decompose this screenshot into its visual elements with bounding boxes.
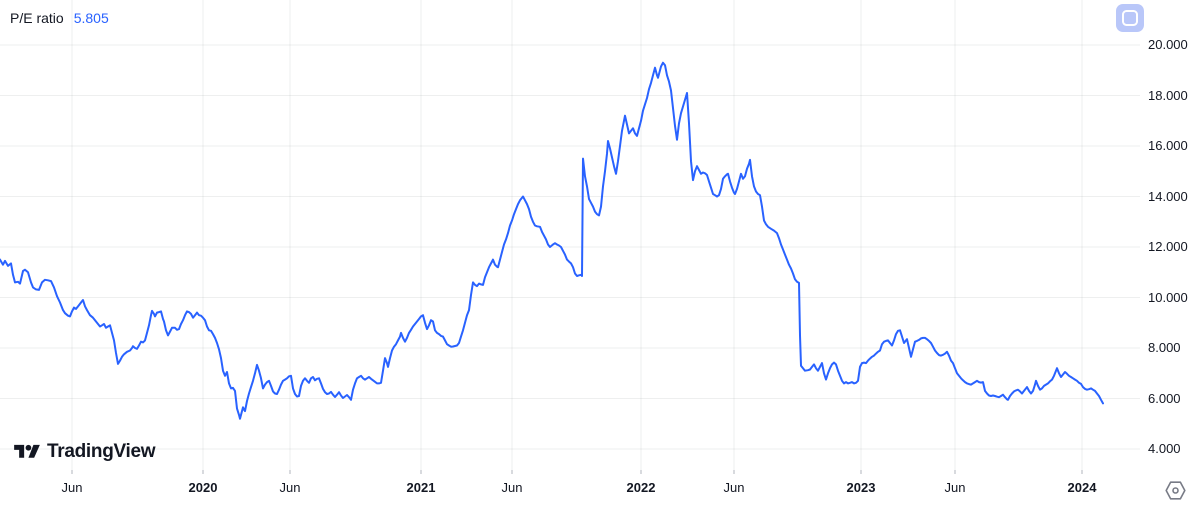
time-axis-label: Jun (279, 480, 301, 495)
time-axis-label: 2020 (188, 480, 218, 495)
series-title: P/E ratio (10, 10, 64, 26)
time-axis-label: Jun (61, 480, 83, 495)
time-axis-label: 2024 (1067, 480, 1097, 495)
snapshot-button[interactable] (1116, 4, 1144, 32)
time-axis-label: Jun (723, 480, 745, 495)
price-axis-label: 16.000 (1148, 138, 1188, 153)
time-axis-label: 2021 (406, 480, 436, 495)
hexagon-settings-icon (1164, 480, 1186, 500)
price-axis-label: 10.000 (1148, 289, 1188, 305)
price-axis-label: 8.000 (1148, 340, 1181, 355)
rounded-frame-icon (1122, 10, 1138, 26)
time-scale[interactable]: Jun 2020 Jun 2021 Jun 2022 Jun 2023 Jun 2024 (0, 470, 1200, 505)
time-axis-label: Jun (501, 480, 523, 495)
price-axis-label: 14.000 (1148, 188, 1188, 204)
tradingview-logo-icon (14, 444, 40, 458)
tradingview-logo[interactable]: TradingView (14, 441, 156, 463)
price-axis-label: 18.000 (1148, 87, 1188, 103)
legend: P/E ratio 5.805 (10, 10, 109, 26)
time-scale-settings-button[interactable] (1163, 479, 1187, 501)
price-scale[interactable]: 20.000 18.000 16.000 14.000 12.000 10.000 8.00… (1140, 0, 1200, 470)
time-axis-label: 2022 (626, 480, 656, 495)
price-axis-label: 12.000 (1148, 239, 1188, 254)
price-axis-label: 20.000 (1148, 37, 1188, 52)
price-axis-label: 4.000 (1148, 441, 1181, 456)
time-axis-label: Jun (944, 480, 966, 495)
time-axis-label: 2023 (846, 480, 876, 495)
series-last-value: 5.805 (73, 10, 109, 26)
pe-ratio-series-line (0, 61, 1104, 420)
tradingview-logo-text: TradingView (47, 441, 156, 462)
price-axis-label: 6.000 (1148, 390, 1181, 406)
